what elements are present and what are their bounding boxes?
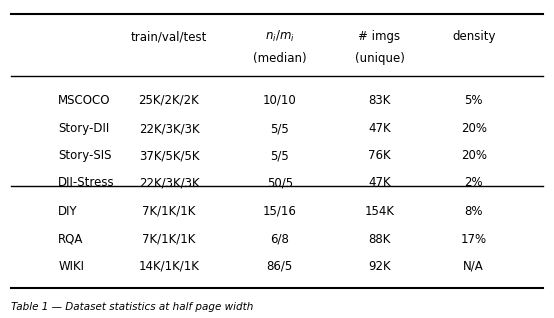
Text: MSCOCO: MSCOCO	[58, 94, 111, 107]
Text: 20%: 20%	[461, 122, 486, 135]
Text: 7K/1K/1K: 7K/1K/1K	[142, 205, 196, 218]
Text: 22K/3K/3K: 22K/3K/3K	[138, 176, 199, 189]
Text: 6/8: 6/8	[270, 233, 289, 245]
Text: WIKI: WIKI	[58, 260, 84, 273]
Text: 88K: 88K	[368, 233, 391, 245]
Text: 47K: 47K	[368, 176, 391, 189]
Text: 25K/2K/2K: 25K/2K/2K	[138, 94, 199, 107]
Text: DII-Stress: DII-Stress	[58, 176, 115, 189]
Text: N/A: N/A	[463, 260, 484, 273]
Text: DIY: DIY	[58, 205, 78, 218]
Text: 2%: 2%	[464, 176, 483, 189]
Text: Story-DII: Story-DII	[58, 122, 110, 135]
Text: 5/5: 5/5	[270, 122, 289, 135]
Text: 7K/1K/1K: 7K/1K/1K	[142, 233, 196, 245]
Text: 5%: 5%	[464, 94, 483, 107]
Text: 15/16: 15/16	[263, 205, 297, 218]
Text: 8%: 8%	[464, 205, 483, 218]
Text: (unique): (unique)	[355, 52, 404, 65]
Text: # imgs: # imgs	[358, 30, 401, 43]
Text: 86/5: 86/5	[266, 260, 293, 273]
Text: 10/10: 10/10	[263, 94, 296, 107]
Text: 17%: 17%	[460, 233, 487, 245]
Text: 5/5: 5/5	[270, 149, 289, 162]
Text: 92K: 92K	[368, 260, 391, 273]
Text: 37K/5K/5K: 37K/5K/5K	[138, 149, 199, 162]
Text: train/val/test: train/val/test	[131, 30, 207, 43]
Text: RQA: RQA	[58, 233, 84, 245]
Text: 20%: 20%	[461, 149, 486, 162]
Text: 14K/1K/1K: 14K/1K/1K	[138, 260, 199, 273]
Text: Table 1 — Dataset statistics at half page width: Table 1 — Dataset statistics at half pag…	[11, 302, 254, 312]
Text: 22K/3K/3K: 22K/3K/3K	[138, 122, 199, 135]
Text: 83K: 83K	[368, 94, 391, 107]
Text: 47K: 47K	[368, 122, 391, 135]
Text: density: density	[452, 30, 495, 43]
Text: Story-SIS: Story-SIS	[58, 149, 112, 162]
Text: $n_i/m_i$: $n_i/m_i$	[265, 29, 295, 44]
Text: 76K: 76K	[368, 149, 391, 162]
Text: 154K: 154K	[365, 205, 394, 218]
Text: 50/5: 50/5	[266, 176, 293, 189]
Text: (median): (median)	[253, 52, 306, 65]
